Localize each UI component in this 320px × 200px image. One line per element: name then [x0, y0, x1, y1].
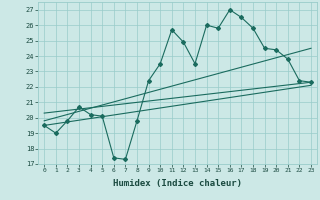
X-axis label: Humidex (Indice chaleur): Humidex (Indice chaleur) — [113, 179, 242, 188]
